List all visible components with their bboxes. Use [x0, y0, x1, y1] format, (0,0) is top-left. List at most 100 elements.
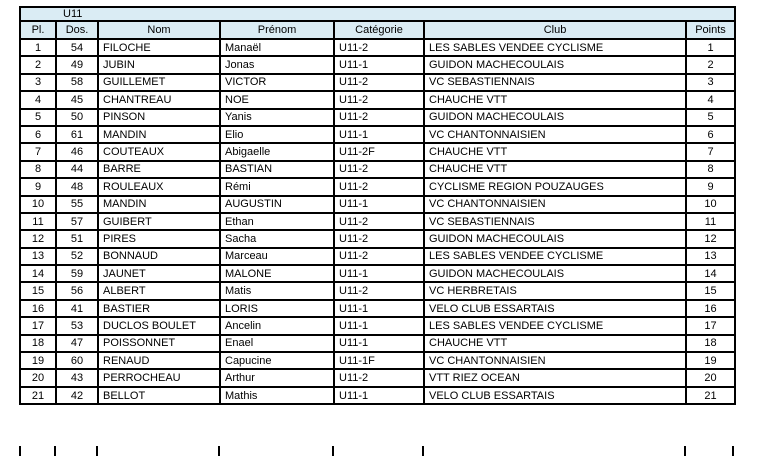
cell-categorie: U11-2	[333, 281, 425, 301]
cell-categorie: U11-1	[333, 333, 425, 354]
category-title-row: U11	[19, 6, 736, 22]
cell-prenom: VICTOR	[219, 72, 335, 93]
cell-categorie: U11-1F	[333, 351, 425, 371]
cell-points: 5	[685, 107, 736, 127]
cell-club: VELO CLUB ESSARTAIS	[423, 385, 687, 406]
cell-place: 11	[19, 211, 57, 232]
cell-categorie: U11-1	[333, 264, 425, 284]
cell-prenom: Matis	[219, 281, 335, 301]
cell-nom: COUTEAUX	[97, 142, 221, 162]
cell-prenom: Yanis	[219, 107, 335, 127]
table-cutoff-borders	[19, 446, 734, 456]
cell-dossard: 56	[55, 281, 99, 301]
table-row: 16 41 BASTIER LORIS U11-1 VELO CLUB ESSA…	[19, 298, 736, 319]
table-row: 4 45 CHANTREAU NOE U11-2 CHAUCHE VTT 4	[19, 90, 736, 110]
cell-place: 17	[19, 316, 57, 336]
cell-dossard: 52	[55, 246, 99, 267]
cell-prenom: LORIS	[219, 298, 335, 319]
cell-dossard: 60	[55, 351, 99, 371]
cell-points: 9	[685, 177, 736, 197]
cell-nom: ALBERT	[97, 281, 221, 301]
cell-dossard: 49	[55, 55, 99, 75]
cell-prenom: Mathis	[219, 385, 335, 406]
cell-club: CHAUCHE VTT	[423, 142, 687, 162]
col-header-club: Club	[423, 20, 687, 40]
cell-place: 8	[19, 159, 57, 180]
cell-place: 7	[19, 142, 57, 162]
cell-dossard: 61	[55, 124, 99, 145]
cell-nom: JUBIN	[97, 55, 221, 75]
cell-club: LES SABLES VENDEE CYCLISME	[423, 246, 687, 267]
cell-categorie: U11-1	[333, 124, 425, 145]
cell-categorie: U11-2F	[333, 142, 425, 162]
cell-nom: BELLOT	[97, 385, 221, 406]
cell-categorie: U11-1	[333, 194, 425, 214]
cell-points: 20	[685, 368, 736, 388]
cell-prenom: Abigaelle	[219, 142, 335, 162]
cell-points: 6	[685, 124, 736, 145]
table-row: 15 56 ALBERT Matis U11-2 VC HERBRETAIS 1…	[19, 281, 736, 301]
cell-club: LES SABLES VENDEE CYCLISME	[423, 316, 687, 336]
cell-points: 19	[685, 351, 736, 371]
cell-dossard: 44	[55, 159, 99, 180]
cell-prenom: Ancelin	[219, 316, 335, 336]
table-row: 7 46 COUTEAUX Abigaelle U11-2F CHAUCHE V…	[19, 142, 736, 162]
cell-club: CHAUCHE VTT	[423, 333, 687, 354]
cell-place: 18	[19, 333, 57, 354]
cell-points: 1	[685, 37, 736, 58]
cell-categorie: U11-2	[333, 368, 425, 388]
cell-place: 6	[19, 124, 57, 145]
cell-nom: FILOCHE	[97, 37, 221, 58]
cell-categorie: U11-2	[333, 246, 425, 267]
cell-club: LES SABLES VENDEE CYCLISME	[423, 37, 687, 58]
cell-place: 1	[19, 37, 57, 58]
cell-prenom: Manaël	[219, 37, 335, 58]
cell-points: 17	[685, 316, 736, 336]
cell-points: 3	[685, 72, 736, 93]
cell-club: VC CHANTONNAISIEN	[423, 351, 687, 371]
cell-dossard: 54	[55, 37, 99, 58]
cell-club: GUIDON MACHECOULAIS	[423, 229, 687, 249]
cell-points: 11	[685, 211, 736, 232]
cell-club: CHAUCHE VTT	[423, 159, 687, 180]
cell-points: 7	[685, 142, 736, 162]
table-row: 11 57 GUIBERT Ethan U11-2 VC SEBASTIENNA…	[19, 211, 736, 232]
cell-categorie: U11-2	[333, 229, 425, 249]
cell-club: VELO CLUB ESSARTAIS	[423, 298, 687, 319]
cell-place: 2	[19, 55, 57, 75]
cell-nom: MANDIN	[97, 194, 221, 214]
cell-prenom: MALONE	[219, 264, 335, 284]
cell-nom: PINSON	[97, 107, 221, 127]
cell-categorie: U11-2	[333, 177, 425, 197]
cell-place: 9	[19, 177, 57, 197]
cell-club: VTT RIEZ OCEAN	[423, 368, 687, 388]
cell-club: GUIDON MACHECOULAIS	[423, 55, 687, 75]
cell-points: 8	[685, 159, 736, 180]
cell-club: VC SEBASTIENNAIS	[423, 72, 687, 93]
cell-dossard: 42	[55, 385, 99, 406]
cell-prenom: Jonas	[219, 55, 335, 75]
cell-place: 10	[19, 194, 57, 214]
cell-club: VC CHANTONNAISIEN	[423, 194, 687, 214]
cell-points: 14	[685, 264, 736, 284]
table-row: 1 54 FILOCHE Manaël U11-2 LES SABLES VEN…	[19, 37, 736, 58]
cell-points: 15	[685, 281, 736, 301]
category-title: U11	[19, 6, 736, 22]
table-row: 17 53 DUCLOS BOULET Ancelin U11-1 LES SA…	[19, 316, 736, 336]
cell-nom: ROULEAUX	[97, 177, 221, 197]
cell-dossard: 53	[55, 316, 99, 336]
cell-categorie: U11-2	[333, 211, 425, 232]
col-header-categorie: Catégorie	[333, 20, 425, 40]
cell-place: 5	[19, 107, 57, 127]
table-row: 6 61 MANDIN Elio U11-1 VC CHANTONNAISIEN…	[19, 124, 736, 145]
cell-points: 12	[685, 229, 736, 249]
cell-prenom: Ethan	[219, 211, 335, 232]
cell-place: 20	[19, 368, 57, 388]
cell-club: CYCLISME REGION POUZAUGES	[423, 177, 687, 197]
table-row: 3 58 GUILLEMET VICTOR U11-2 VC SEBASTIEN…	[19, 72, 736, 93]
cell-dossard: 57	[55, 211, 99, 232]
cell-club: VC SEBASTIENNAIS	[423, 211, 687, 232]
cell-dossard: 47	[55, 333, 99, 354]
cell-points: 4	[685, 90, 736, 110]
